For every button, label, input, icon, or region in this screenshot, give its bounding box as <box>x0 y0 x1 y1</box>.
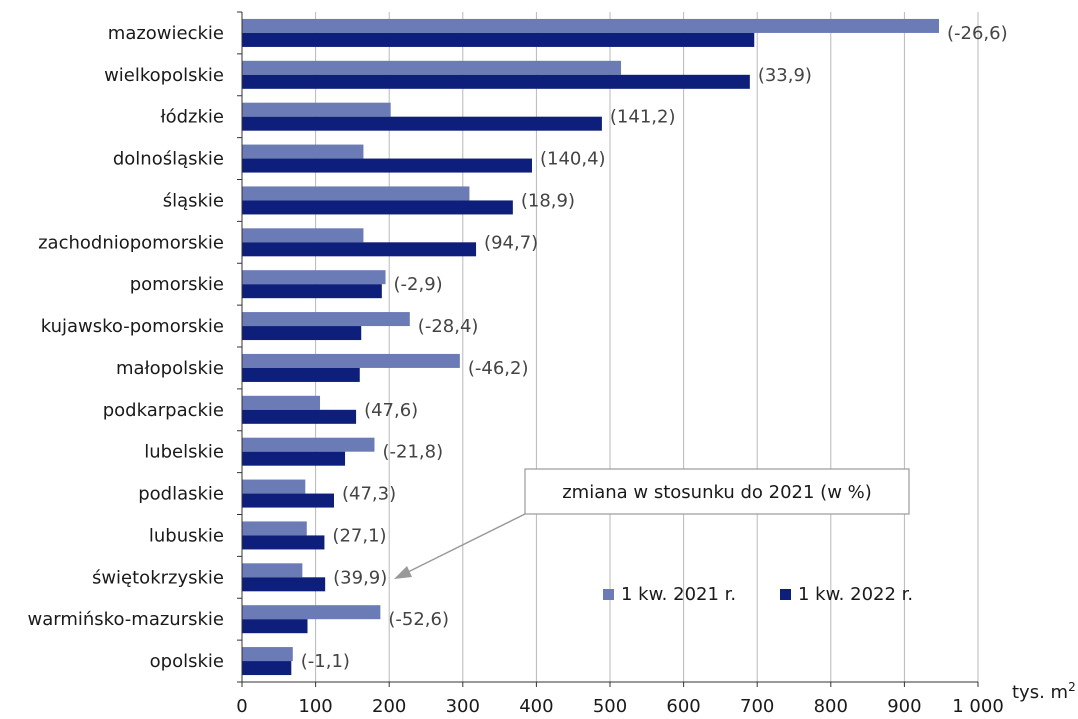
bar-2022 <box>242 74 750 89</box>
category-label: warmińsko-mazurskie <box>28 609 224 630</box>
change-label: (94,7) <box>484 232 538 253</box>
category-label: lubuskie <box>149 525 224 546</box>
bar-2021 <box>242 60 622 75</box>
bar-2022 <box>242 116 602 131</box>
bar-2021 <box>242 395 321 410</box>
label-layer: mazowieckie (-26,6) wielkopolskie (33,9) łód… <box>28 23 1008 672</box>
bar-2022 <box>242 577 326 592</box>
legend-swatch-2022 <box>780 589 791 600</box>
annotation-box <box>524 468 910 515</box>
category-label: lubelskie <box>144 442 224 463</box>
bar-2022 <box>242 535 325 550</box>
bar-2022 <box>242 158 532 173</box>
category-label: mazowieckie <box>108 23 224 44</box>
x-tick-label-0: 0 <box>236 696 247 717</box>
unit-text: tys. m <box>1012 682 1068 703</box>
x-tick-label-900: 900 <box>887 696 921 717</box>
bar-2022 <box>242 451 346 466</box>
category-label: wielkopolskie <box>104 65 224 86</box>
bar-2021 <box>242 312 410 327</box>
change-label: (33,9) <box>758 65 812 86</box>
x-tick-label-1000: 1 000 <box>952 696 1004 717</box>
bar-2022 <box>242 284 382 299</box>
category-label: świętokrzyskie <box>92 567 224 588</box>
change-label: (-46,2) <box>468 358 529 379</box>
bar-2021 <box>242 647 293 662</box>
category-label: zachodniopomorskie <box>38 232 224 253</box>
annotation-arrow-line <box>405 513 526 574</box>
category-label: pomorskie <box>130 274 224 295</box>
bar-2022 <box>242 200 513 215</box>
x-tick-label-800: 800 <box>814 696 848 717</box>
bar-2022 <box>242 661 292 676</box>
category-label: łódzkie <box>160 107 224 128</box>
bar-2022 <box>242 409 357 424</box>
x-tick-label-100: 100 <box>298 696 332 717</box>
legend: 1 kw. 2021 r. 1 kw. 2022 r. <box>603 584 913 605</box>
bar-2021 <box>242 479 306 494</box>
category-label: podkarpackie <box>103 400 224 421</box>
legend-label-2021: 1 kw. 2021 r. <box>621 584 736 605</box>
bar-2022 <box>242 619 308 634</box>
bar-2021 <box>242 102 391 117</box>
change-label: (-21,8) <box>382 442 443 463</box>
axis-layer: 0 100 200 300 400 500 600 700 800 900 1 000 <box>236 11 1004 717</box>
unit-superscript: 2 <box>1068 680 1076 694</box>
change-label: (-1,1) <box>301 651 350 672</box>
legend-swatch-2021 <box>603 589 614 600</box>
change-label: (-52,6) <box>388 609 449 630</box>
change-label: (47,3) <box>342 484 396 505</box>
change-label: (140,4) <box>540 149 606 170</box>
category-label: kujawsko-pomorskie <box>41 316 224 337</box>
x-tick-label-700: 700 <box>740 696 774 717</box>
change-label: (-2,9) <box>394 274 443 295</box>
bar-2021 <box>242 228 364 243</box>
annotation-text: zmiana w stosunku do 2021 (w %) <box>562 482 872 503</box>
bar-2022 <box>242 493 334 508</box>
x-tick-label-500: 500 <box>593 696 627 717</box>
category-label: opolskie <box>150 651 224 672</box>
change-label: (-28,4) <box>418 316 479 337</box>
bar-2021 <box>242 144 364 159</box>
change-label: (-26,6) <box>947 23 1008 44</box>
x-axis-unit-label: tys. m2 <box>1012 680 1076 703</box>
bar-2022 <box>242 32 755 47</box>
bar-layer <box>242 18 939 676</box>
bar-2022 <box>242 367 360 382</box>
bar-2021 <box>242 605 381 620</box>
change-label: (27,1) <box>332 525 386 546</box>
bar-2021 <box>242 18 939 33</box>
bar-2022 <box>242 326 362 341</box>
annotation-callout: zmiana w stosunku do 2021 (w %) <box>394 468 910 579</box>
bar-2021 <box>242 353 460 368</box>
annotation-arrow-head <box>394 566 412 579</box>
change-label: (141,2) <box>610 107 676 128</box>
category-label: małopolskie <box>116 358 224 379</box>
legend-label-2022: 1 kw. 2022 r. <box>798 584 913 605</box>
x-tick-label-600: 600 <box>666 696 700 717</box>
bar-2021 <box>242 563 303 578</box>
bar-2021 <box>242 437 375 452</box>
x-tick-label-200: 200 <box>372 696 406 717</box>
bar-2021 <box>242 270 386 285</box>
x-tick-label-400: 400 <box>519 696 553 717</box>
category-label: podlaskie <box>138 484 224 505</box>
bar-2021 <box>242 521 307 536</box>
change-label: (47,6) <box>364 400 418 421</box>
change-label: (18,9) <box>521 190 575 211</box>
bar-2021 <box>242 186 470 201</box>
bar-2022 <box>242 242 477 257</box>
category-label: dolnośląskie <box>113 149 224 170</box>
category-label: śląskie <box>163 190 224 211</box>
x-tick-label-300: 300 <box>446 696 480 717</box>
change-label: (39,9) <box>333 567 387 588</box>
